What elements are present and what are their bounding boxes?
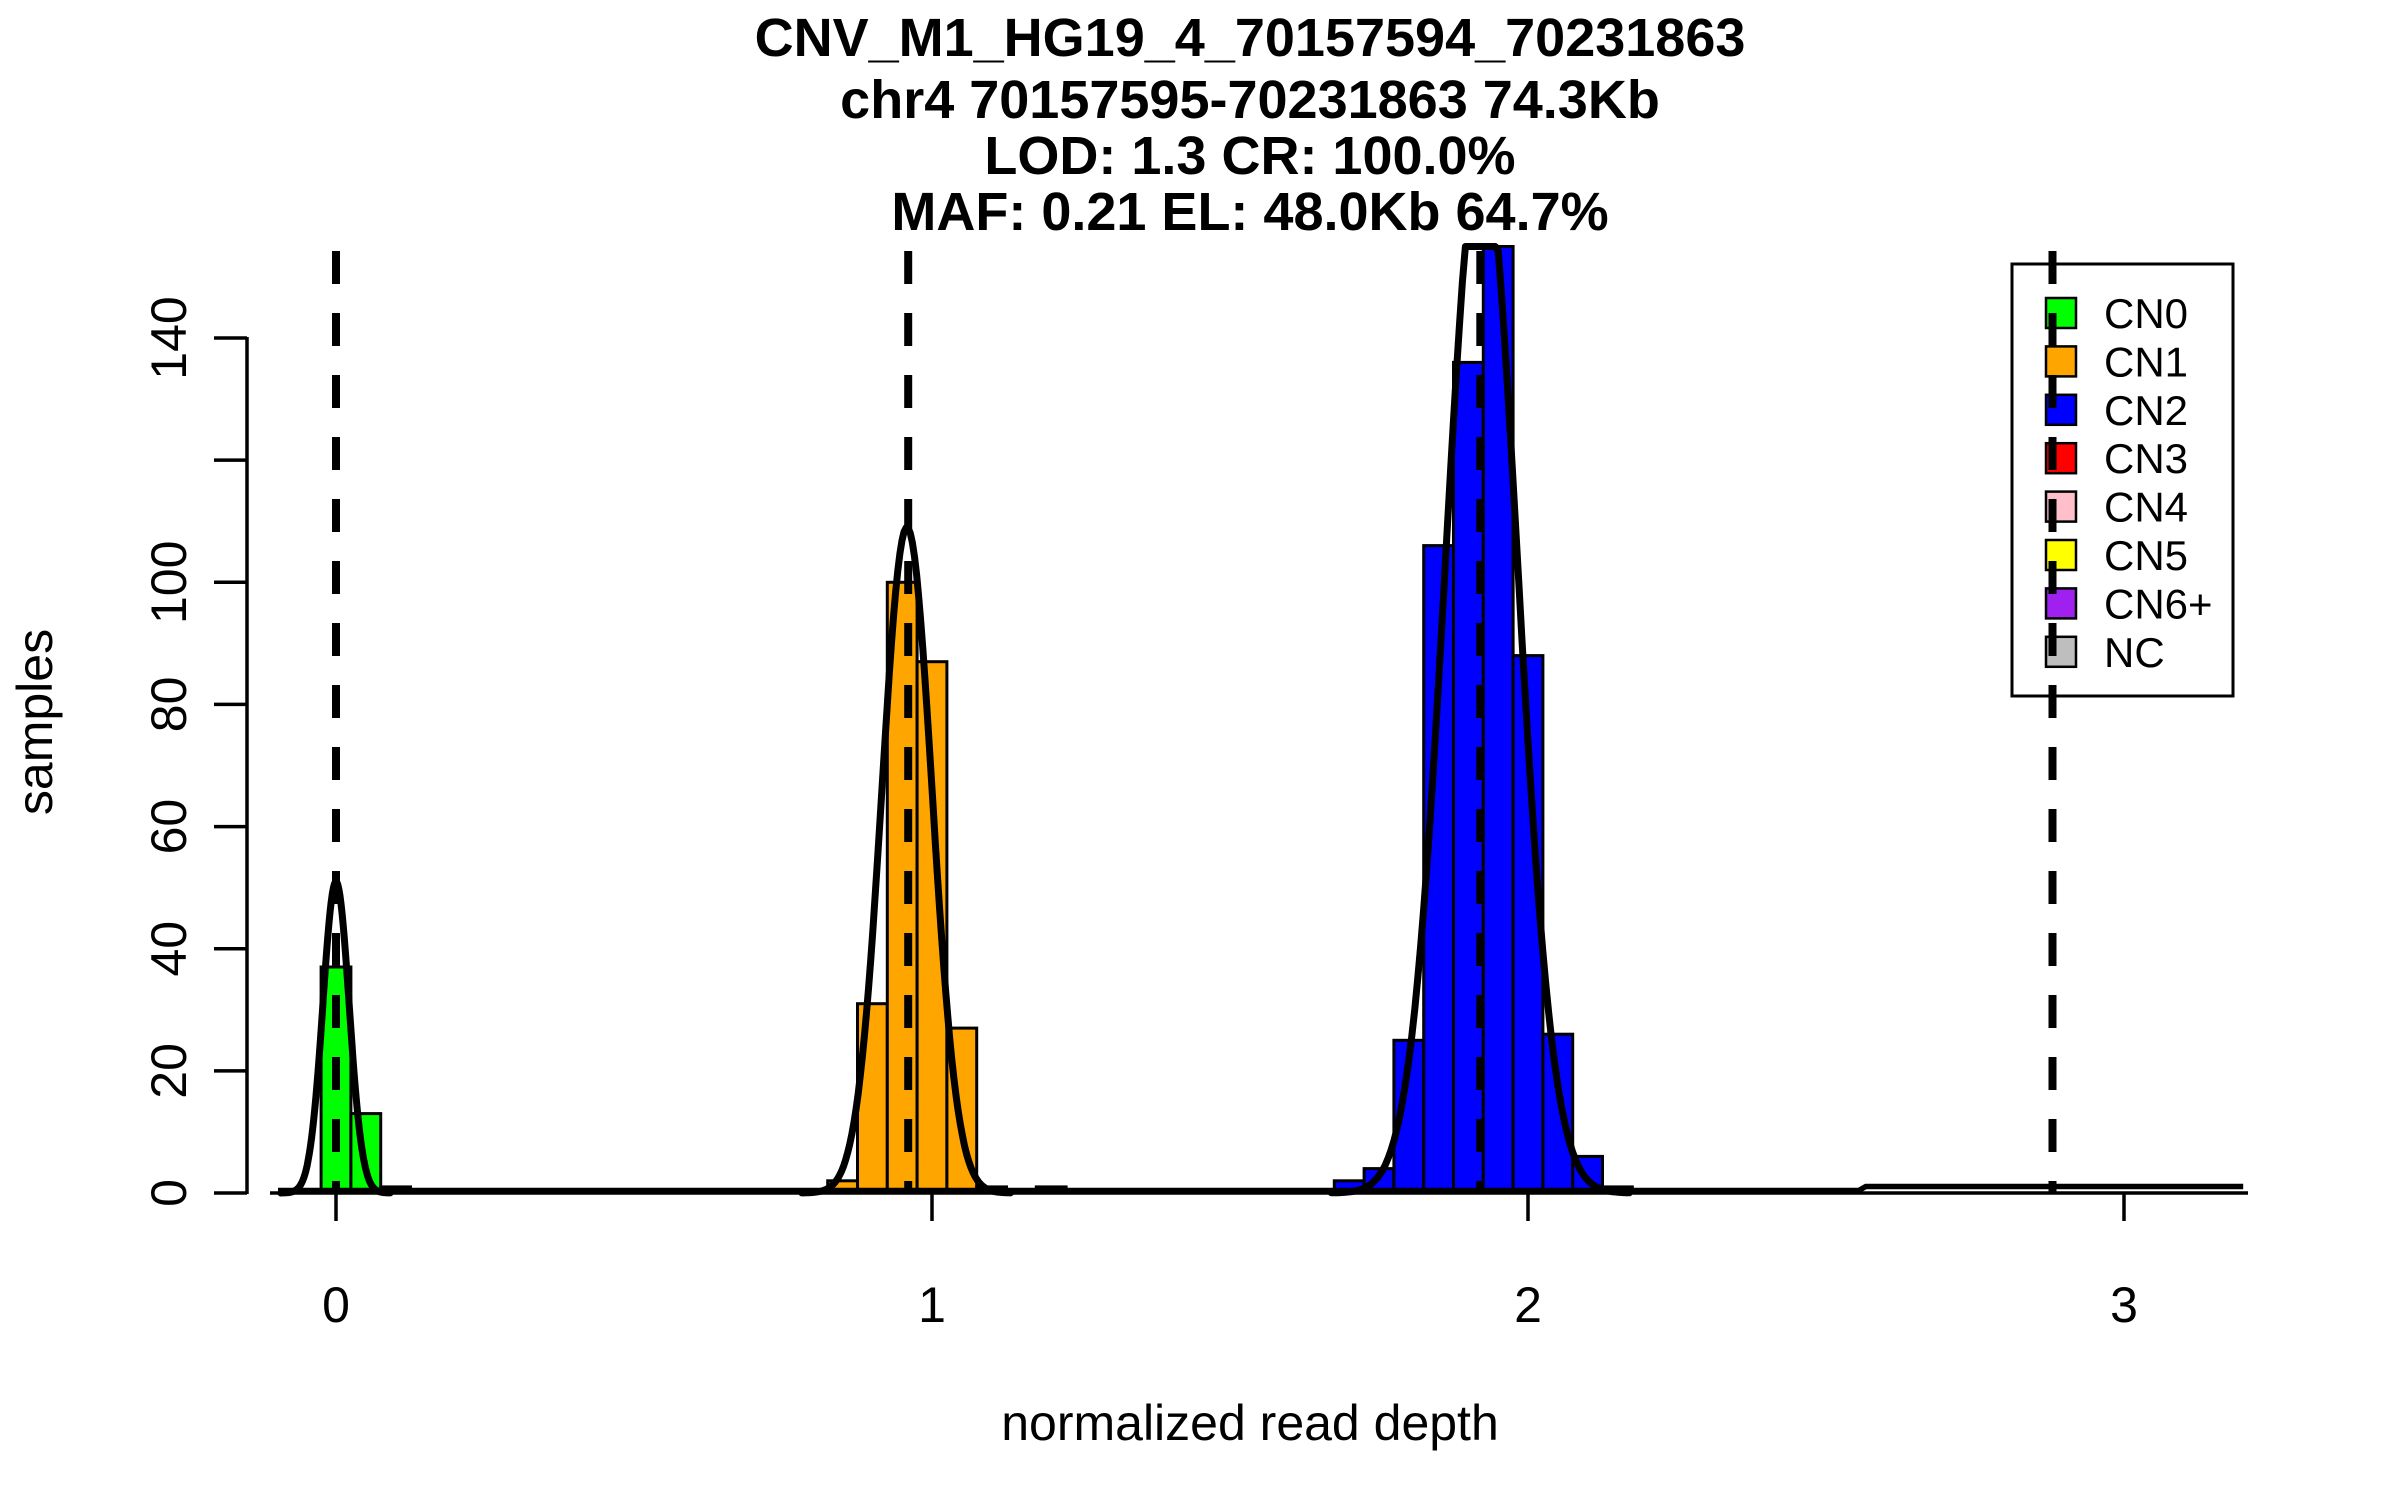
y-axis-title: samples	[7, 629, 63, 815]
legend-label-cn3: CN3	[2104, 435, 2188, 482]
title-line-3: LOD: 1.3 CR: 100.0%	[984, 126, 1515, 186]
y-tick-label-100: 100	[141, 541, 197, 624]
legend-label-cn0: CN0	[2104, 290, 2188, 337]
y-tick-label-40: 40	[141, 921, 197, 977]
x-tick-label-3: 3	[2110, 1277, 2138, 1333]
x-axis-title: normalized read depth	[1001, 1395, 1499, 1451]
x-tick-label-1: 1	[918, 1277, 946, 1333]
legend-label-cn4: CN4	[2104, 484, 2188, 531]
x-tick-label-2: 2	[1514, 1277, 1542, 1333]
legend-swatch-cn1	[2044, 345, 2078, 378]
y-tick-label-80: 80	[141, 677, 197, 733]
x-axis-ticks: 0 1 2 3	[322, 1193, 2138, 1333]
title-line-2: chr4 70157595-70231863 74.3Kb	[840, 70, 1660, 130]
y-axis-ticks: 0 20 40 60 80 100 140	[141, 296, 247, 1207]
legend-swatch-cn6plus	[2044, 587, 2078, 620]
histogram-bar-cn2	[1541, 1032, 1575, 1195]
plot-title: CNV_M1_HG19_4_70157594_70231863 chr4 701…	[755, 8, 1746, 242]
y-tick-label-20: 20	[141, 1043, 197, 1099]
cluster-mean-lines	[332, 251, 2057, 1192]
legend-label-nc: NC	[2104, 629, 2165, 676]
CN2-density-curve	[1327, 243, 1633, 1197]
legend-label-cn1: CN1	[2104, 338, 2188, 385]
y-tick-label-60: 60	[141, 799, 197, 855]
title-line-4: MAF: 0.21 EL: 48.0Kb 64.7%	[891, 182, 1608, 242]
density-curves	[277, 243, 2244, 1197]
legend-label-cn5: CN5	[2104, 532, 2188, 579]
baseline-density-line	[278, 1183, 2244, 1194]
legend-label-cn2: CN2	[2104, 387, 2188, 434]
legend-label-cn6plus: CN6+	[2104, 580, 2213, 627]
y-tick-label-0: 0	[141, 1179, 197, 1207]
title-line-1: CNV_M1_HG19_4_70157594_70231863	[755, 8, 1746, 68]
axes: 0 1 2 3 0 20 40 60 80 100 140 normalized read dep…	[7, 296, 2248, 1451]
x-tick-label-0: 0	[322, 1277, 350, 1333]
y-tick-label-140: 140	[141, 296, 197, 379]
